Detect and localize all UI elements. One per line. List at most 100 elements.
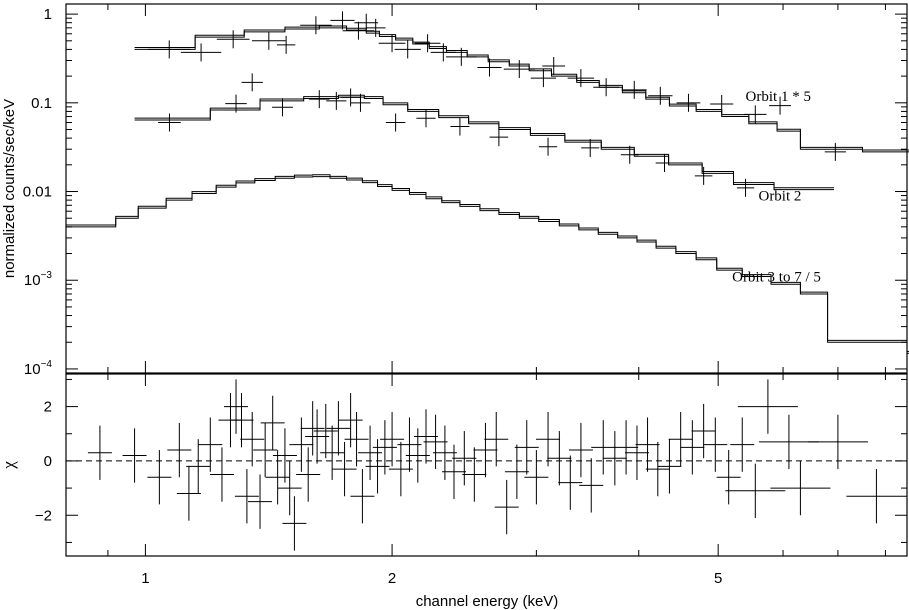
x-tick-label: 5 xyxy=(714,570,722,587)
residual-point xyxy=(167,422,192,478)
data-point xyxy=(309,90,330,109)
axis-labels: 1 2 5 1 0.1 0.01 10−3 10−4 2 0 −2 channel energy (k… xyxy=(0,6,821,610)
residual-point xyxy=(296,447,321,502)
model-step-line xyxy=(134,25,909,151)
residual-point xyxy=(473,422,498,478)
data-point xyxy=(430,43,456,62)
data-point xyxy=(180,43,222,62)
residual-point xyxy=(494,479,519,535)
residual-point xyxy=(338,393,363,448)
data-point xyxy=(225,94,247,113)
residual-point xyxy=(332,441,357,497)
series-2 xyxy=(134,73,835,197)
residual-point xyxy=(432,425,457,480)
residual-point xyxy=(350,469,375,524)
residual-point xyxy=(657,439,682,494)
data-point xyxy=(655,153,674,172)
data-point xyxy=(326,91,347,110)
y-axis-title: normalized counts/sec/keV xyxy=(1,99,18,278)
series-label-3: Orbit 3 to 7 / 5 xyxy=(732,270,821,286)
data-point xyxy=(769,96,792,115)
residual-point xyxy=(414,409,439,464)
residual-point xyxy=(388,441,413,497)
y-tick-label: 1 xyxy=(44,6,52,23)
y-tick-label: 0.1 xyxy=(31,95,52,112)
series-label-1: Orbit 1 * 5 xyxy=(746,89,811,105)
residual-point xyxy=(514,420,539,475)
residual-point xyxy=(624,425,649,480)
data-point xyxy=(216,30,250,49)
residual-point xyxy=(380,412,405,467)
residual-point xyxy=(441,444,466,499)
data-point xyxy=(648,86,673,105)
data-point xyxy=(300,16,332,35)
data-point xyxy=(450,117,470,136)
residual-point xyxy=(558,455,583,510)
series-label-2: Orbit 2 xyxy=(758,189,801,205)
model-step-line xyxy=(134,94,835,189)
x-tick-label: 1 xyxy=(141,570,149,587)
residual-point xyxy=(770,460,831,516)
data-point xyxy=(147,40,191,59)
residual-point xyxy=(198,417,223,472)
data-point xyxy=(340,88,361,107)
data-point xyxy=(736,178,755,197)
residual-point xyxy=(176,466,201,521)
data-point xyxy=(385,113,406,132)
residual-point xyxy=(313,403,338,459)
data-point xyxy=(567,69,595,88)
residual-point xyxy=(234,469,259,524)
data-point xyxy=(158,113,181,132)
residual-point xyxy=(579,458,604,513)
y-tick-label: 10−4 xyxy=(24,359,53,378)
x-axis-title: channel energy (keV) xyxy=(416,593,559,610)
data-point xyxy=(378,34,406,53)
residual-point xyxy=(536,412,561,467)
data-point xyxy=(538,137,558,156)
data-point xyxy=(676,93,701,112)
residual-point xyxy=(224,379,249,434)
residual-point xyxy=(807,414,868,470)
residuals-y-tick-label: 0 xyxy=(44,453,52,470)
residual-point xyxy=(524,450,549,505)
residual-point xyxy=(240,412,265,467)
residuals-y-tick-label: 2 xyxy=(44,399,52,416)
residual-point xyxy=(372,420,397,475)
residual-point xyxy=(265,450,290,505)
data-point xyxy=(416,109,436,128)
residuals-axis-title: χ xyxy=(0,461,18,470)
residual-point xyxy=(691,403,716,459)
residual-point xyxy=(452,431,477,486)
residual-point xyxy=(186,439,211,494)
data-point xyxy=(342,21,375,40)
data-point xyxy=(744,105,767,124)
residual-point xyxy=(846,469,907,524)
residual-point xyxy=(289,417,314,472)
residuals-plot-frame xyxy=(65,373,908,557)
residual-point xyxy=(326,401,351,456)
residual-point xyxy=(87,425,112,480)
data-point xyxy=(530,69,557,88)
data-point xyxy=(824,142,846,161)
residuals-panel xyxy=(65,373,908,557)
residual-point xyxy=(703,417,728,472)
data-point xyxy=(542,57,566,76)
residuals-y-tick-label: −2 xyxy=(35,507,52,524)
residual-point xyxy=(462,447,487,502)
data-point xyxy=(503,60,535,79)
residual-point xyxy=(602,431,627,486)
residual-point xyxy=(277,460,302,516)
data-point xyxy=(581,138,600,157)
residual-point xyxy=(635,417,660,472)
data-point xyxy=(241,73,263,92)
residual-point xyxy=(300,401,325,456)
residual-point xyxy=(737,379,798,434)
residual-point xyxy=(248,474,273,529)
residual-point xyxy=(272,428,297,483)
residual-point xyxy=(645,441,670,497)
residual-point xyxy=(305,409,330,464)
data-point xyxy=(593,78,620,97)
data-point xyxy=(272,98,293,117)
data-point xyxy=(710,94,734,113)
data-point xyxy=(276,35,296,54)
